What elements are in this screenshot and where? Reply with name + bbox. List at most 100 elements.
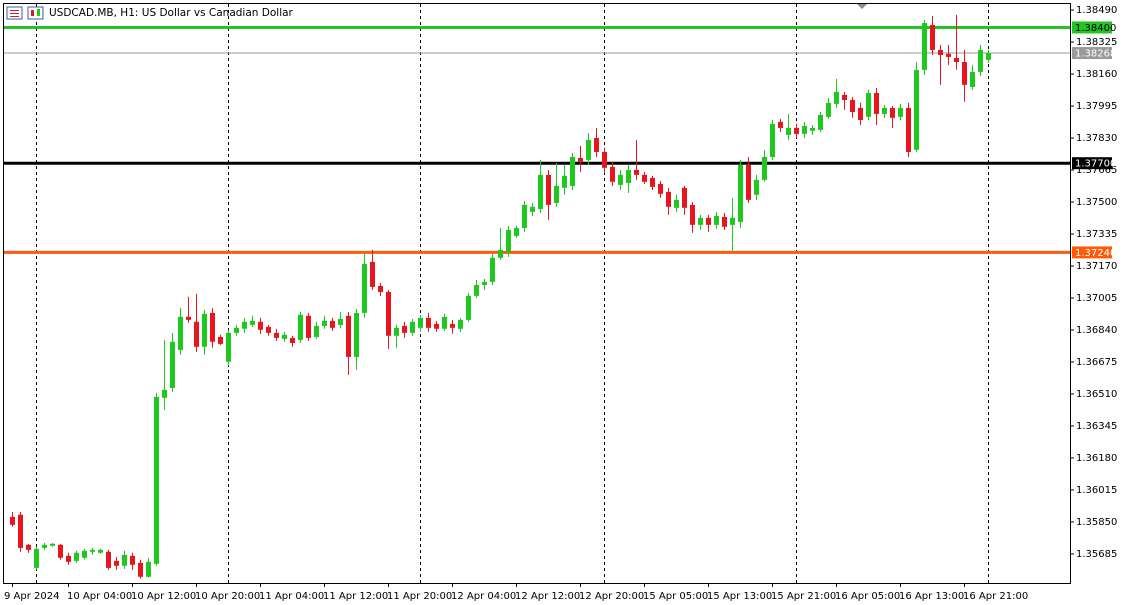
y-tick-label: 1.36840: [1076, 325, 1117, 336]
candle-body: [34, 548, 39, 568]
candle-body: [986, 53, 991, 60]
y-tick-label: 1.37170: [1076, 261, 1117, 272]
candle-body: [834, 91, 839, 104]
candle-body: [194, 321, 199, 347]
candle-body: [610, 166, 615, 182]
candle-body: [330, 320, 335, 328]
candle-body: [898, 107, 903, 117]
candle-body: [434, 323, 439, 329]
y-tick-label: 1.38325: [1076, 37, 1117, 48]
price-level-tag: [1072, 246, 1112, 259]
candle-body: [146, 561, 151, 577]
y-tick-label: 1.35850: [1076, 517, 1117, 528]
candle-body: [106, 551, 111, 568]
candle-body: [266, 326, 271, 333]
candle-body: [258, 321, 263, 330]
candle-body: [658, 183, 663, 194]
candle-body: [810, 127, 815, 131]
candle-body: [426, 317, 431, 328]
candle-body: [290, 337, 295, 343]
x-tick-label: 10 Apr 12:00: [131, 591, 196, 602]
candle-body: [882, 107, 887, 114]
candle-body: [618, 174, 623, 185]
x-tick-label: 12 Apr 12:00: [515, 591, 580, 602]
candle-body: [978, 49, 983, 72]
x-tick-label: 15 Apr 21:00: [771, 591, 836, 602]
candle-body: [746, 164, 751, 200]
candle-body: [282, 334, 287, 339]
candle-body: [234, 327, 239, 333]
candle-body: [66, 555, 71, 562]
candle-body: [170, 341, 175, 388]
candle-body: [58, 544, 63, 558]
candle-body: [26, 544, 31, 550]
x-tick-label: 10 Apr 04:00: [67, 591, 132, 602]
candle-body: [202, 313, 207, 347]
candle-body: [650, 177, 655, 187]
candle-body: [386, 291, 391, 336]
y-tick-label: 1.37500: [1076, 197, 1117, 208]
candle-body: [754, 179, 759, 195]
y-tick-label: 1.37005: [1076, 293, 1117, 304]
candle-body: [922, 23, 927, 70]
candle-body: [850, 99, 855, 113]
candle-body: [818, 114, 823, 130]
candle-body: [586, 139, 591, 160]
chart-icon[interactable]: [27, 6, 44, 20]
candle-body: [450, 323, 455, 328]
candle-body: [890, 107, 895, 118]
candle-body: [794, 127, 799, 134]
candle-body: [762, 156, 767, 180]
x-tick-label: 12 Apr 20:00: [579, 591, 644, 602]
y-tick-label: 1.37995: [1076, 101, 1117, 112]
price-level-tag: [1072, 157, 1112, 170]
candle-body: [634, 169, 639, 175]
candle-body: [442, 316, 447, 329]
candle-body: [490, 257, 495, 282]
y-tick-label: 1.37335: [1076, 229, 1117, 240]
candle-body: [74, 552, 79, 561]
candle-body: [458, 319, 463, 329]
candle-body: [914, 69, 919, 150]
candle-body: [738, 164, 743, 222]
candle-body: [714, 215, 719, 225]
candle-body: [874, 93, 879, 114]
candle-body: [706, 217, 711, 225]
candle-body: [858, 107, 863, 120]
candle-body: [114, 560, 119, 566]
candle-body: [394, 327, 399, 336]
candle-body: [602, 151, 607, 168]
x-tick-label: 15 Apr 13:00: [707, 591, 772, 602]
candle-body: [802, 125, 807, 134]
candle-body: [962, 61, 967, 85]
candle-body: [970, 71, 975, 87]
candle-body: [826, 102, 831, 117]
x-tick-label: 9 Apr 2024: [4, 591, 59, 602]
candle-body: [370, 261, 375, 287]
candle-body: [178, 316, 183, 350]
y-tick-label: 1.36675: [1076, 357, 1117, 368]
candle-body: [250, 320, 255, 325]
price-level-tag: [1072, 47, 1112, 60]
chart-icon-bar: [37, 9, 40, 16]
candle-body: [42, 544, 47, 548]
price-level-tag: [1072, 21, 1112, 34]
candle-body: [786, 127, 791, 135]
candles: [10, 14, 991, 579]
x-tick-label: 11 Apr 12:00: [323, 591, 388, 602]
candle-body: [698, 217, 703, 225]
candle-body: [298, 314, 303, 340]
candle-body: [50, 543, 55, 546]
chart-icon-bar: [31, 10, 34, 16]
candle-body: [186, 316, 191, 320]
axis: 1.38490 1.38325 1.38160 1.37995 1.37830 1.376…: [4, 5, 1117, 602]
candle-body: [930, 24, 935, 50]
candle-body: [682, 187, 687, 208]
price-level-label: 1.37240: [1075, 248, 1116, 259]
candle-body: [538, 174, 543, 209]
candle-body: [906, 107, 911, 152]
candle-body: [546, 174, 551, 205]
candle-body: [626, 169, 631, 183]
